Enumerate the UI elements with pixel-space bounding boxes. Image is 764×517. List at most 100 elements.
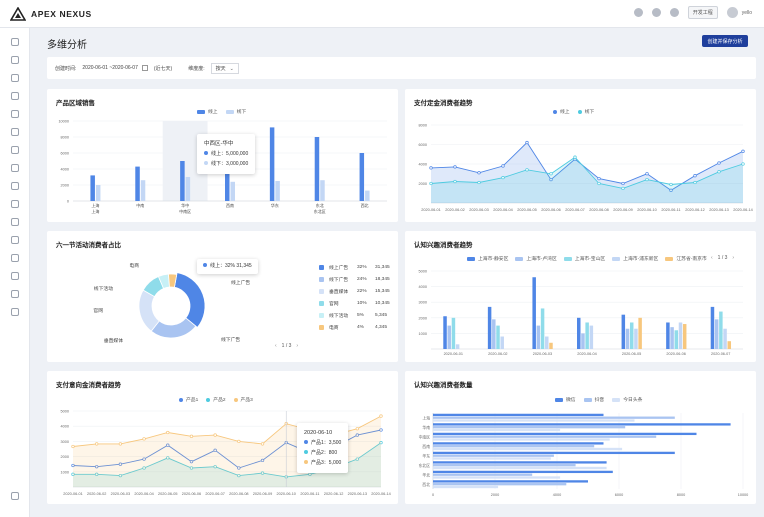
series-area — [431, 142, 743, 203]
legend-item[interactable]: 产品1 — [179, 396, 198, 403]
legend-item[interactable]: 线下 — [225, 108, 246, 115]
bar — [275, 181, 280, 201]
legend-row[interactable]: 官网 10% 10,345 — [319, 297, 390, 309]
data-point — [573, 155, 577, 159]
y-tick-label: 8000 — [419, 124, 427, 128]
y-tick-label: 2000 — [419, 182, 427, 186]
help-icon[interactable] — [633, 8, 643, 17]
panel-pay-intent: 支付意向金消费者趋势 产品1 产品2 产品3 5000 4000 3000 2000 100… — [47, 371, 398, 504]
chart-tooltip: 中西区-华中 线上：5,000,000 线下：3,000,000 — [197, 134, 256, 174]
legend-item[interactable]: 上海市-卢湾区 — [515, 255, 557, 262]
data-point — [213, 465, 217, 469]
cloud-icon[interactable] — [11, 110, 19, 118]
users-icon[interactable] — [11, 74, 19, 82]
x-tick-label: 2020-06-04 — [493, 208, 512, 212]
refresh-icon[interactable] — [11, 56, 19, 64]
date-label: 创建时间: — [55, 65, 77, 72]
home-icon[interactable] — [11, 38, 19, 46]
people-icon[interactable] — [11, 218, 19, 226]
username[interactable]: yello — [741, 9, 752, 16]
tooltip-title: 中西区-华中 — [204, 141, 234, 147]
notification-icon[interactable] — [651, 8, 661, 17]
dimension-select[interactable]: 按天 ⌄ — [210, 62, 239, 74]
create-analysis-button[interactable]: 创建并保存分析 — [702, 35, 748, 47]
panel-title: 六一节活动消费者占比 — [56, 242, 121, 249]
shield-icon[interactable] — [11, 164, 19, 172]
legend-row[interactable]: 电商 4% 4,345 — [319, 321, 390, 333]
data-point — [549, 177, 553, 182]
panel-title: 支付定金消费者趋势 — [414, 100, 473, 107]
x-tick-label: 4000 — [553, 493, 561, 497]
y-tick-label: 华北 — [422, 472, 430, 477]
legend-item[interactable]: 产品3 — [233, 396, 253, 403]
user-tag[interactable]: 开发工程 — [687, 6, 718, 19]
crown-icon[interactable] — [11, 308, 19, 316]
legend-swatch — [515, 256, 524, 261]
legend-row[interactable]: 线上广告 32% 31,345 — [319, 261, 390, 273]
x-tick-label: 华东 — [271, 202, 279, 208]
legend-row[interactable]: 线下广告 24% 18,345 — [319, 273, 390, 285]
collapse-icon[interactable] — [11, 492, 19, 500]
legend-item[interactable]: 线下 — [577, 108, 594, 115]
legend-item[interactable]: 抖音 — [583, 396, 604, 403]
gear-icon[interactable] — [11, 236, 19, 244]
data-point — [118, 442, 123, 446]
tag-icon[interactable] — [11, 146, 19, 154]
legend-swatch — [206, 397, 211, 402]
x-tick-label: 2020-06-03 — [111, 492, 130, 496]
legend-item[interactable]: 江苏省-南京市 — [665, 255, 707, 262]
y-tick-label: 2000 — [61, 455, 69, 459]
legend-row[interactable]: 线下活动 5% 5,345 — [319, 309, 390, 321]
legend-label: 线下活动 — [329, 313, 349, 319]
x-tick-label: 2020-06-08 — [229, 492, 248, 496]
x-sub-label: 中南区 — [179, 208, 191, 214]
x-tick-label: 2020-06-01 — [444, 352, 463, 356]
legend-item[interactable]: 线上 — [553, 108, 570, 115]
x-tick-label: 2020-06-03 — [533, 352, 552, 356]
star-icon[interactable] — [11, 254, 19, 262]
analytics-icon[interactable] — [11, 92, 19, 100]
bar — [682, 324, 687, 349]
data-point — [71, 463, 75, 468]
drive-icon[interactable] — [11, 290, 19, 298]
bar — [487, 306, 492, 349]
x-tick-label: 2020-06-02 — [488, 352, 507, 356]
legend-item[interactable]: 微信 — [555, 396, 576, 403]
legend-item[interactable]: 上海市-浦东新区 — [612, 255, 658, 262]
legend-label: 微信 — [566, 398, 576, 403]
settings-icon[interactable] — [669, 8, 679, 17]
logo[interactable]: APEX NEXUS — [10, 6, 92, 21]
legend-item[interactable]: 上海市-静安区 — [467, 255, 508, 262]
legend-row[interactable]: 垂直媒体 22% 15,345 — [319, 285, 390, 297]
legend-item[interactable]: 线上 — [197, 108, 218, 115]
legend-swatch — [467, 256, 475, 261]
x-tick-label: 2020-06-14 — [371, 492, 390, 496]
tooltip-title: 2020-06-10 — [304, 430, 333, 436]
chart-legend: 微信 抖音 今日头条 — [555, 396, 642, 403]
pin-icon[interactable] — [11, 272, 19, 280]
data-point — [355, 457, 359, 461]
avatar[interactable] — [726, 7, 738, 18]
date-range-input[interactable]: 2020-06-01 ~2020-06-07 — [82, 65, 138, 71]
data-point — [260, 458, 265, 463]
tooltip-dot — [203, 263, 207, 267]
prev-page-icon[interactable]: ‹ — [275, 343, 277, 349]
next-page-icon[interactable]: › — [296, 343, 299, 349]
legend-label: 今日头条 — [623, 398, 643, 403]
globe-icon[interactable] — [11, 200, 19, 208]
grid-icon[interactable] — [11, 128, 19, 136]
x-tick-label: 2020-06-03 — [469, 208, 488, 212]
y-tick-label: 2000 — [61, 184, 69, 188]
box-icon[interactable] — [11, 182, 19, 190]
data-point — [260, 442, 265, 446]
next-page-icon[interactable]: › — [732, 255, 735, 261]
x-tick-label: 2020-06-04 — [134, 492, 153, 496]
calendar-icon[interactable] — [141, 65, 148, 71]
x-tick-label: 东北 — [316, 202, 324, 208]
y-tick-label: 3000 — [61, 440, 69, 444]
prev-page-icon[interactable]: ‹ — [711, 255, 713, 261]
legend-item[interactable]: 上海市-宝山区 — [563, 255, 605, 262]
legend-item[interactable]: 今日头条 — [612, 396, 642, 403]
tooltip-text: 产品3：5,000 — [311, 460, 342, 466]
legend-item[interactable]: 产品2 — [206, 396, 226, 403]
